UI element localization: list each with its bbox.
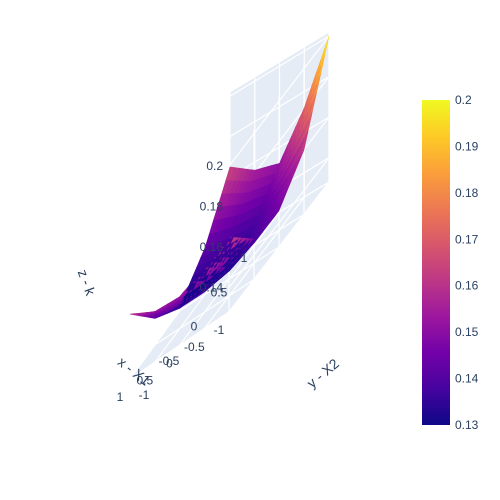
colorbar-tick-label: 0.16 bbox=[455, 279, 479, 293]
colorbar-tick-label: 0.18 bbox=[455, 186, 479, 200]
axis-ticks: -1-0.500.51 -1-0.500.510.140.160.180.2 bbox=[117, 159, 248, 404]
x-tick-label: -1 bbox=[214, 323, 225, 337]
scene-3d[interactable]: -1-0.500.51 -1-0.500.510.140.160.180.2 bbox=[117, 30, 330, 404]
y-tick-label: 1 bbox=[241, 251, 248, 265]
colorbar-ticks: 0.13 0.14 0.15 0.16 0.17 0.18 0.19 0.2 bbox=[455, 93, 479, 432]
z-tick-label: 0.16 bbox=[200, 240, 224, 254]
z-gridline bbox=[228, 76, 330, 207]
y-tick-label: -1 bbox=[139, 388, 150, 402]
surface-mesh bbox=[129, 36, 330, 319]
y-tick-label: -0.5 bbox=[159, 354, 180, 368]
x-tick-label: -0.5 bbox=[184, 340, 205, 354]
colorbar-tick-label: 0.13 bbox=[455, 418, 479, 432]
y-tick-label: 0 bbox=[191, 320, 198, 334]
x-tick-label: 0 bbox=[166, 357, 173, 371]
colorbar: 0.13 0.14 0.15 0.16 0.17 0.18 0.19 0.2 bbox=[422, 93, 479, 432]
z-tick-label: 0.2 bbox=[206, 159, 223, 173]
colorbar-tick-label: 0.17 bbox=[455, 232, 479, 246]
y-axis-title: y - X2 bbox=[304, 355, 342, 391]
z-tick-label: 0.18 bbox=[200, 200, 224, 214]
surface-patch bbox=[129, 313, 139, 316]
colorbar-tick-label: 0.2 bbox=[455, 93, 472, 107]
colorbar-tick-label: 0.19 bbox=[455, 139, 479, 153]
colorbar-tick-label: 0.14 bbox=[455, 372, 479, 386]
x-tick-label: 0.5 bbox=[136, 373, 153, 387]
y-tick-label: 0.5 bbox=[211, 285, 228, 299]
z-tick-label: 0.14 bbox=[200, 281, 224, 295]
z-axis-title: z - k bbox=[75, 267, 99, 298]
colorbar-tick-label: 0.15 bbox=[455, 325, 479, 339]
colorbar-gradient bbox=[422, 100, 450, 425]
x-tick-label: 1 bbox=[117, 390, 124, 404]
